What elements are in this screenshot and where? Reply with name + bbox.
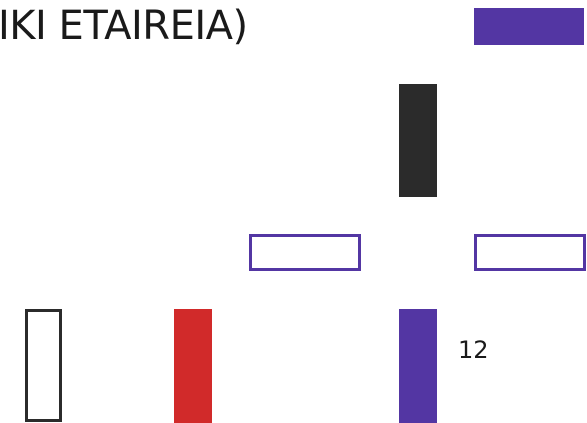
page-title: IKI ETAIREIA): [0, 3, 248, 49]
page-number: 12: [458, 336, 489, 364]
block-mid-left-outline-purple: [249, 234, 361, 271]
block-bottom-3-filled-purple: [399, 309, 437, 423]
block-bottom-1-outline-black: [25, 309, 62, 422]
block-center-filled-black: [399, 84, 437, 197]
block-top-right-filled-purple: [474, 8, 584, 45]
block-bottom-2-filled-red: [174, 309, 212, 423]
block-mid-right-outline-purple: [474, 234, 586, 271]
